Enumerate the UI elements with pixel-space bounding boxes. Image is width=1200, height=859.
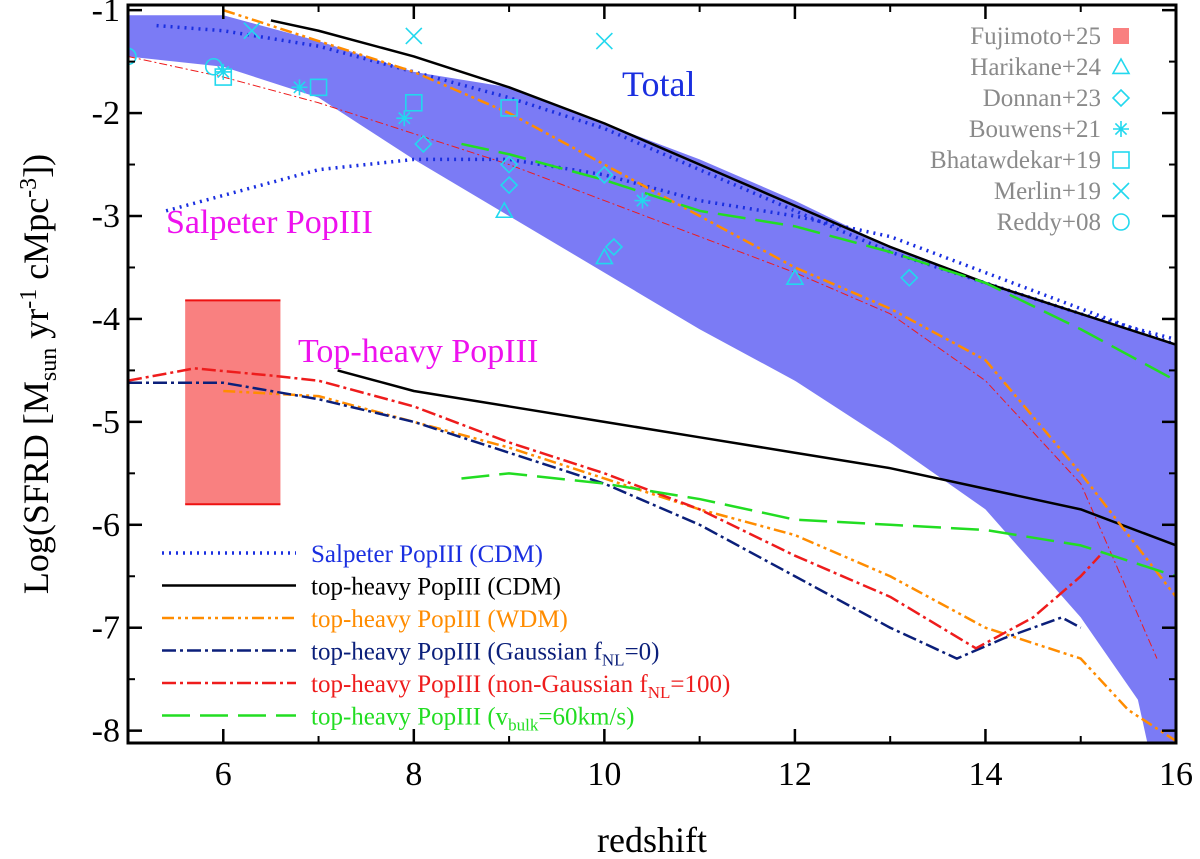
series-line-vbulk_low: [461, 472, 1176, 578]
legend-label-nongauss: top-heavy PopIII (non-Gaussian fNL=100): [311, 671, 730, 702]
obs-legend-label: Donnan+23: [983, 85, 1101, 112]
series-line-gaussian: [128, 381, 1082, 660]
obs-point-bouwens21: [396, 110, 413, 127]
series-line-cdm_low: [337, 369, 1176, 547]
obs-legend-marker: [1113, 121, 1129, 137]
plot-area: [128, 8, 1176, 743]
obs-point-donnan23: [595, 165, 614, 184]
obs-point-bhatawdekar19: [214, 68, 233, 86]
obs-legend-marker: [1111, 88, 1131, 108]
y-axis-label-part: cMpc: [16, 198, 56, 289]
obs-point-bhatawdekar19: [500, 99, 518, 117]
series-line-cdm: [270, 19, 1176, 346]
obs-legend-label: Bhatawdekar+19: [930, 147, 1101, 174]
y-tick-label: -6: [92, 507, 120, 544]
x-tick-label: 12: [778, 756, 812, 793]
y-tick-label: -8: [92, 713, 120, 750]
labels: Total Salpeter PopIII Top-heavy PopIII: [166, 64, 695, 370]
plot-content: [128, 8, 1176, 743]
obs-legend-marker: [1112, 213, 1130, 231]
obs-point-harikane24: [494, 201, 514, 219]
legend-label-sub: NL: [602, 651, 625, 670]
plot-frame: [126, 3, 1178, 745]
x-tick-label: 10: [587, 756, 621, 793]
obs-point-bhatawdekar19: [405, 93, 423, 112]
legend-label-salpeter: Salpeter PopIII (CDM): [311, 541, 543, 568]
y-tick-label: -5: [92, 404, 120, 441]
obs-legend-marker: [1112, 182, 1130, 200]
obs-point-donnan23: [499, 155, 519, 174]
legend-label-text: top-heavy PopIII (v: [311, 704, 509, 731]
obs-legend-label: Reddy+08: [997, 209, 1101, 236]
x-tick-label: 6: [215, 756, 232, 793]
obs-point-bouwens21: [291, 79, 308, 96]
obs-point-harikane24: [595, 247, 614, 265]
obs-point-bouwens21: [634, 192, 651, 209]
obs-legend-marker: [1113, 28, 1129, 44]
y-axis-label-part: -1: [16, 289, 42, 309]
y-tick-label: -1: [92, 0, 120, 29]
obs-point-donnan23: [900, 268, 919, 287]
legend-label-wdm: top-heavy PopIII (WDM): [311, 606, 568, 633]
series-line-salpeter_low: [165, 157, 1176, 347]
legend-label-gaussian: top-heavy PopIII (Gaussian fNL=0): [311, 639, 660, 670]
series-line-wdm: [222, 8, 1176, 598]
obs-point-reddy08: [204, 57, 223, 76]
legend-label-text: top-heavy PopIII (WDM): [311, 606, 568, 633]
y-axis-label-part: -3: [16, 178, 42, 198]
obs-point-merlin19: [243, 22, 261, 40]
legend-label-vbulk: top-heavy PopIII (vbulk=60km/s): [311, 704, 634, 735]
legend-label-tail: =0): [625, 639, 660, 666]
obs-legend-marker: [1112, 151, 1130, 169]
annotation-salpeter: Salpeter PopIII: [166, 204, 373, 241]
legend-label-text: Salpeter PopIII (CDM): [311, 541, 543, 568]
obs-legend-label: Fujimoto+25: [970, 23, 1101, 50]
obs-legend-label: Harikane+24: [970, 54, 1101, 81]
y-tick-label: -4: [92, 301, 120, 338]
obs-point-merlin19: [595, 32, 613, 50]
series-line-wdm_low: [223, 389, 1176, 742]
annotation-total: Total: [622, 64, 695, 104]
legend-label-tail: =100): [670, 671, 730, 698]
obs-point-bhatawdekar19: [309, 78, 328, 97]
x-axis-label: redshift: [597, 820, 707, 859]
y-tick-label: -7: [92, 610, 120, 647]
y-axis-label: Log(SFRD [Msun yr-1 cMpc-3]): [16, 154, 62, 594]
y-axis-label-part: Log(SFRD [M: [16, 381, 56, 594]
legend-label-text: top-heavy PopIII (Gaussian f: [311, 639, 603, 666]
axes: 6 8 10 12 14 16 -1 -2 -3 -4 -5 -6 -7 -8 redshift Log(SF…: [16, 0, 1193, 859]
x-tick-label: 14: [968, 756, 1002, 793]
legend-label-cdm: top-heavy PopIII (CDM): [311, 574, 561, 601]
obs-legend-label: Bouwens+21: [969, 116, 1101, 143]
y-tick-label: -2: [92, 95, 120, 132]
legend-label-tail: =60km/s): [538, 704, 634, 731]
obs-point-donnan23: [414, 134, 433, 154]
legend-label-text: top-heavy PopIII (non-Gaussian f: [311, 671, 648, 698]
y-axis-label-part: sun: [36, 348, 62, 381]
obs-point-donnan23: [604, 237, 624, 257]
obs-point-merlin19: [405, 27, 423, 45]
legend-label-sub: NL: [648, 683, 671, 702]
y-axis-label-part: yr: [16, 309, 56, 348]
legend-label-text: top-heavy PopIII (CDM): [311, 574, 561, 601]
series-line-vbulk: [461, 142, 1176, 382]
obs-legend-label: Merlin+19: [994, 178, 1101, 205]
annotation-topheavy: Top-heavy PopIII: [298, 333, 538, 370]
legend-label-sub: bulk: [508, 716, 539, 735]
obs-point-reddy08: [128, 47, 137, 66]
obs-point-donnan23: [499, 175, 519, 195]
obs-point-harikane24: [785, 268, 805, 285]
thin-reference-line: [128, 55, 1158, 659]
y-axis-label-part: ]): [16, 154, 56, 178]
obs-legend-marker: [1111, 57, 1131, 75]
x-tick-label: 16: [1159, 756, 1193, 793]
fujimoto-box: [185, 300, 281, 505]
obs-point-bouwens21: [215, 63, 232, 80]
legend: Fujimoto+25 Harikane+24 Donnan+23 Bouwens+2…: [162, 23, 1131, 735]
total-band: [128, 15, 1176, 743]
x-tick-label: 8: [405, 756, 422, 793]
y-tick-label: -3: [92, 198, 120, 235]
